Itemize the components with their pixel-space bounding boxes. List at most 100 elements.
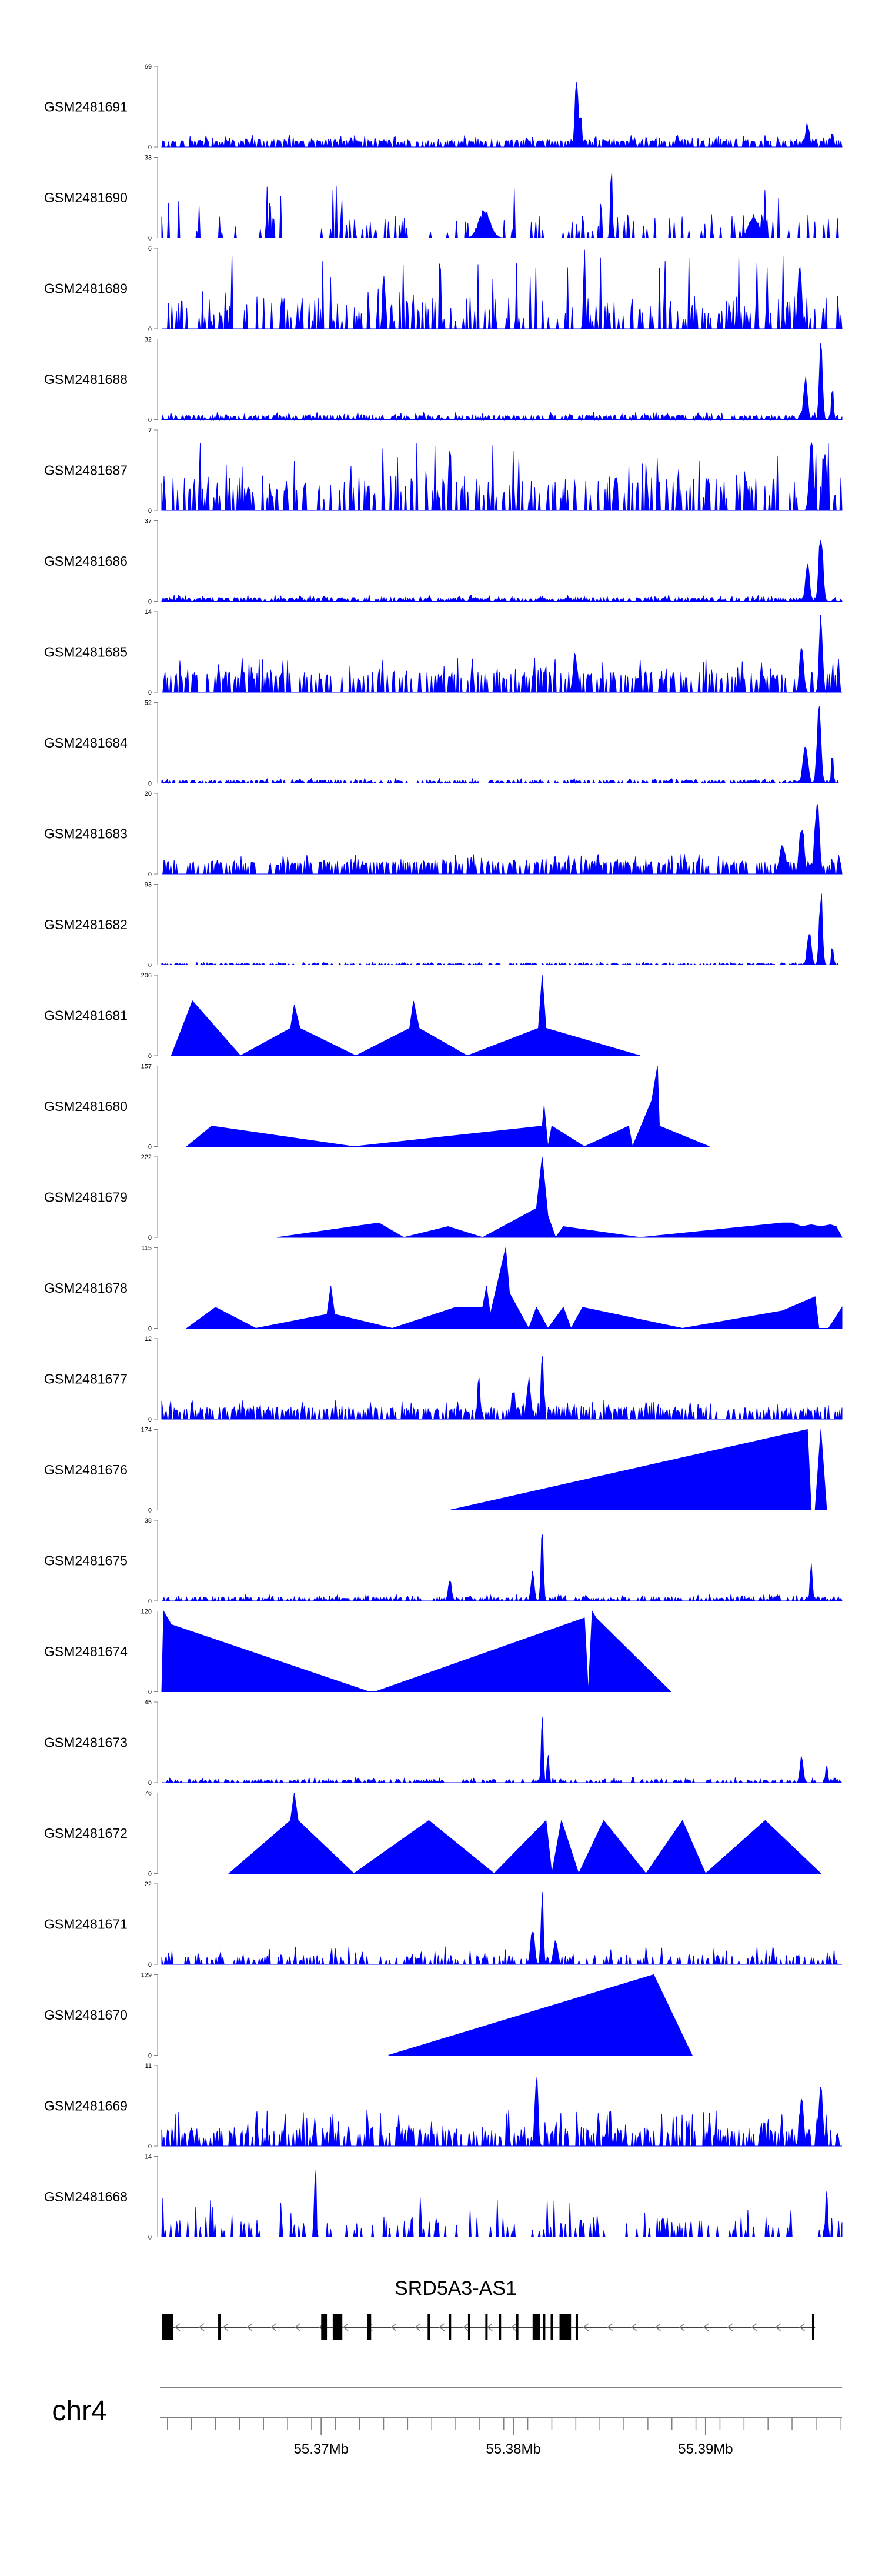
- track-label: GSM2481684: [44, 735, 128, 750]
- coverage-area: [161, 706, 842, 785]
- y-min-label: 0: [148, 599, 152, 606]
- track-label: GSM2481688: [44, 372, 128, 387]
- track-GSM2481675: GSM2481675 38 0: [44, 1517, 843, 1605]
- coverage-area: [388, 1974, 693, 2056]
- track-GSM2481685: GSM2481685 14 0: [44, 609, 842, 696]
- gene-track: SRD5A3-AS1: [162, 2277, 816, 2340]
- y-min-label: 0: [148, 1234, 152, 1242]
- track-GSM2481689: GSM2481689 6 0: [44, 245, 843, 333]
- strand-arrow: [415, 2323, 421, 2331]
- track-GSM2481669: GSM2481669 11 0: [44, 2063, 842, 2150]
- y-min-label: 0: [148, 780, 152, 788]
- gene-name-label: SRD5A3-AS1: [395, 2277, 517, 2300]
- y-min-label: 0: [148, 326, 152, 333]
- y-max-label: 12: [145, 1336, 152, 1343]
- coverage-area: [161, 82, 843, 148]
- strand-arrow: [583, 2323, 589, 2331]
- strand-arrow: [342, 2323, 349, 2331]
- strand-arrow: [295, 2323, 300, 2331]
- strand-arrow: [703, 2323, 709, 2331]
- track-GSM2481691: GSM2481691 69 0: [44, 64, 843, 151]
- coverage-area: [161, 2077, 842, 2147]
- y-max-label: 6: [148, 245, 152, 252]
- exon-line: [811, 2314, 814, 2340]
- track-GSM2481674: GSM2481674 120 0: [44, 1609, 672, 1696]
- coverage-area: [161, 172, 842, 239]
- chromosome-label: chr4: [52, 2395, 106, 2427]
- track-GSM2481672: GSM2481672 76 0: [44, 1790, 822, 1878]
- y-min-label: 0: [148, 1144, 152, 1151]
- y-min-label: 0: [148, 962, 152, 969]
- y-min-label: 0: [148, 144, 152, 151]
- exon-line: [516, 2314, 519, 2340]
- track-GSM2481687: GSM2481687 7 0: [44, 427, 843, 515]
- y-min-label: 0: [148, 1507, 152, 1514]
- exon-block: [162, 2314, 173, 2340]
- coverage-area: [162, 1534, 843, 1602]
- track-label: GSM2481668: [44, 2189, 128, 2204]
- y-min-label: 0: [148, 417, 152, 424]
- track-label: GSM2481680: [44, 1099, 128, 1114]
- track-GSM2481678: GSM2481678 115 0: [44, 1245, 843, 1333]
- track-label: GSM2481682: [44, 917, 128, 932]
- y-min-label: 0: [148, 2234, 152, 2241]
- strand-arrow: [390, 2323, 397, 2331]
- track-label: GSM2481674: [44, 1644, 128, 1659]
- track-GSM2481684: GSM2481684 52 0: [44, 700, 842, 788]
- y-max-label: 157: [141, 1063, 152, 1070]
- y-max-label: 32: [145, 336, 152, 343]
- axis-ticks: 55.37Mb 55.38Mb 55.39Mb: [167, 2417, 841, 2457]
- y-max-label: 20: [145, 790, 152, 798]
- y-min-label: 0: [148, 235, 152, 242]
- coverage-area: [161, 442, 843, 511]
- exon-block: [332, 2314, 343, 2340]
- y-min-label: 0: [148, 1053, 152, 1060]
- track-label: GSM2481672: [44, 1826, 128, 1841]
- y-min-label: 0: [148, 689, 152, 696]
- y-max-label: 115: [141, 1245, 152, 1252]
- track-GSM2481681: GSM2481681 206 0: [44, 972, 640, 1060]
- strand-arrow: [198, 2323, 205, 2331]
- coverage-area: [161, 893, 842, 966]
- y-max-label: 14: [145, 2154, 152, 2161]
- exon-line: [218, 2314, 221, 2340]
- track-label: GSM2481691: [44, 99, 128, 115]
- y-max-label: 38: [145, 1517, 152, 1524]
- strand-arrow: [439, 2323, 445, 2331]
- track-GSM2481682: GSM2481682 93 0: [44, 882, 842, 969]
- strand-arrow: [222, 2323, 229, 2331]
- track-GSM2481680: GSM2481680 157 0: [44, 1063, 710, 1151]
- track-label: GSM2481689: [44, 281, 128, 296]
- coverage-area: [277, 1156, 843, 1239]
- track-GSM2481668: GSM2481668 14 0: [44, 2154, 843, 2241]
- track-label: GSM2481671: [44, 1917, 128, 1932]
- coverage-area: [161, 1356, 843, 1420]
- coverage-area: [161, 1610, 672, 1692]
- coverage-area: [171, 975, 640, 1056]
- track-label: GSM2481679: [44, 1190, 128, 1205]
- y-max-label: 22: [145, 1881, 152, 1888]
- coverage-area: [162, 615, 842, 693]
- exon-block: [532, 2314, 540, 2340]
- strand-arrow: [510, 2323, 517, 2331]
- y-max-label: 11: [145, 2063, 152, 2070]
- track-label: GSM2481685: [44, 645, 128, 660]
- genome-axis-track: chr4 55.37Mb 55.38Mb 55.39Mb: [52, 2387, 842, 2457]
- y-min-label: 0: [148, 1961, 152, 1968]
- y-max-label: 52: [145, 700, 152, 707]
- y-min-label: 0: [148, 508, 152, 515]
- y-max-label: 129: [141, 1972, 152, 1979]
- strand-arrow: [246, 2323, 253, 2331]
- strand-arrow: [270, 2323, 277, 2331]
- y-max-label: 33: [145, 155, 152, 162]
- track-label: GSM2481683: [44, 826, 128, 842]
- y-min-label: 0: [148, 2143, 152, 2150]
- y-min-label: 0: [148, 1871, 152, 1878]
- coverage-area: [161, 1891, 842, 1965]
- exon-block: [559, 2314, 572, 2340]
- y-max-label: 14: [145, 609, 152, 616]
- strand-arrow: [799, 2323, 805, 2331]
- y-min-label: 0: [148, 1689, 152, 1696]
- y-min-label: 0: [148, 1780, 152, 1787]
- track-GSM2481677: GSM2481677 12 0: [44, 1336, 843, 1423]
